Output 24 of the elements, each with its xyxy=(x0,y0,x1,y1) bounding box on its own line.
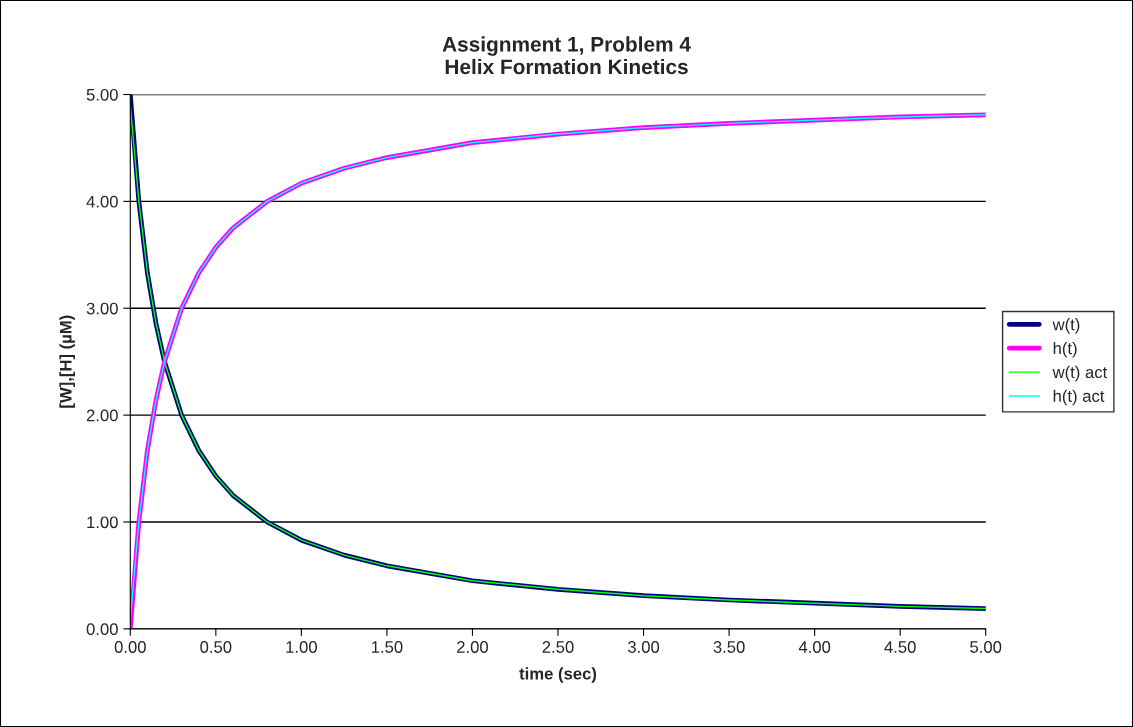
y-tick-label: 3.00 xyxy=(86,302,118,315)
x-tick-label: 0.00 xyxy=(114,641,146,653)
x-tick-label: 4.00 xyxy=(798,641,831,653)
x-tick-label: 2.50 xyxy=(542,641,574,653)
y-axis-title: [W],[H] (µM) xyxy=(59,315,75,408)
x-tick-label: 1.50 xyxy=(371,641,403,653)
x-axis-title: time (sec) xyxy=(519,667,597,683)
chart-title: Assignment 1, Problem 4 Helix Formation Kinetics xyxy=(442,36,691,75)
legend-label: h(t) act xyxy=(1053,389,1105,406)
y-tick-label: 1.00 xyxy=(87,516,118,529)
legend-label: w(t) xyxy=(1052,318,1080,334)
y-tick-label: 2.00 xyxy=(86,409,118,422)
x-tick-label: 2.00 xyxy=(457,641,489,653)
legend-label: w(t) act xyxy=(1052,365,1108,382)
x-tick-label: 0.50 xyxy=(200,641,232,653)
legend-label: h(t) xyxy=(1053,341,1077,358)
y-tick-label: 4.00 xyxy=(86,195,118,208)
y-tick-label: 0.00 xyxy=(86,623,118,636)
x-tick-label: 5.00 xyxy=(970,641,1002,653)
x-tick-label: 3.50 xyxy=(713,641,745,653)
y-tick-label: 5.00 xyxy=(86,88,118,101)
x-tick-label: 3.00 xyxy=(627,641,660,653)
x-tick-label: 4.50 xyxy=(884,641,916,653)
x-tick-label: 1.00 xyxy=(286,641,317,653)
